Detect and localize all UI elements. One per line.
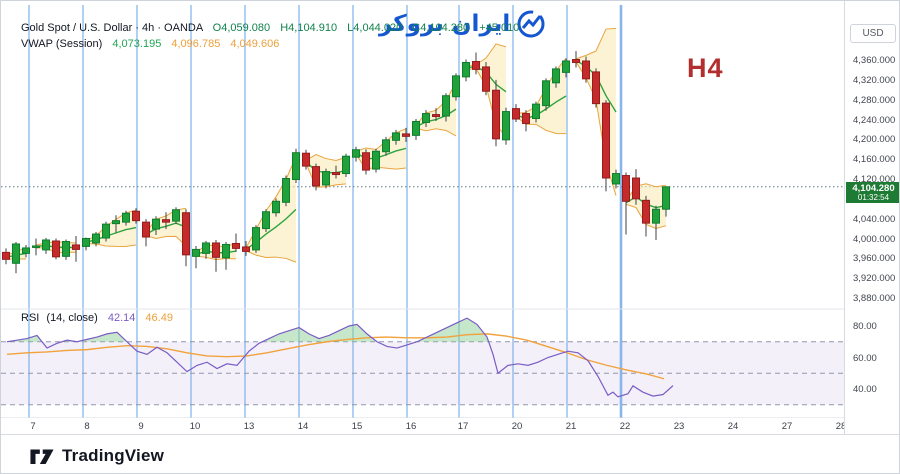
vwap-lower-value: 4,049.606 xyxy=(230,38,280,50)
iranbroker-logo-text: ایران بروکر xyxy=(379,11,511,37)
ohlc-open: O4,059.080 xyxy=(212,22,271,34)
tradingview-logo-text: TradingView xyxy=(62,445,165,465)
price-axis-label: 3,880.000 xyxy=(853,293,896,304)
rsi-legend-row[interactable]: RSI (14, close) 42.14 46.49 xyxy=(21,312,173,324)
price-axis[interactable]: USD 4,104.280 01:32:54 4,360.000 4,320.00… xyxy=(844,1,899,434)
rsi-params: (14, close) xyxy=(46,312,98,324)
time-axis-label: 22 xyxy=(619,421,631,432)
ohlc-close: C4,104.280 xyxy=(412,22,470,34)
rsi-name: RSI xyxy=(21,312,40,324)
rsi-value: 42.14 xyxy=(107,312,136,324)
price-axis-label: 4,280.000 xyxy=(853,94,896,106)
vwap-label: VWAP (Session) xyxy=(21,38,103,50)
rsi-axis-label: 80.00 xyxy=(853,321,877,332)
iranbroker-watermark: ایران بروکر xyxy=(379,9,546,39)
time-axis-label: 16 xyxy=(405,421,417,432)
price-axis-label: 4,040.000 xyxy=(853,213,896,225)
vwap-legend-row[interactable]: VWAP (Session) 4,073.195 4,096.785 4,049… xyxy=(21,38,279,50)
symbol-legend-row[interactable]: Gold Spot / U.S. Dollar · 4h · OANDA O4,… xyxy=(21,22,519,34)
price-axis-label: 4,320.000 xyxy=(853,74,896,86)
time-axis-label: 8 xyxy=(84,421,90,432)
chart-canvas[interactable] xyxy=(1,1,900,434)
time-axis-label: 7 xyxy=(30,421,36,432)
rsi-ma-value: 46.49 xyxy=(145,312,173,324)
tradingview-logo-icon xyxy=(30,449,54,464)
price-axis-label: 4,200.000 xyxy=(853,134,896,146)
ohlc-low: L4,044.020 xyxy=(347,22,403,34)
price-axis-label: 4,240.000 xyxy=(853,114,896,126)
time-axis-label: 10 xyxy=(189,421,201,432)
iranbroker-logo-icon xyxy=(517,10,545,38)
time-axis[interactable]: 7 8 9 10 13 14 15 16 17 20 21 22 23 24 27 28 xyxy=(1,418,847,434)
price-axis-label: 3,920.000 xyxy=(853,273,896,285)
time-axis-label: 23 xyxy=(673,421,685,432)
price-axis-label: 3,960.000 xyxy=(853,253,896,265)
rsi-axis-label: 60.00 xyxy=(853,352,877,364)
time-axis-label: 27 xyxy=(781,421,793,432)
time-axis-label: 13 xyxy=(243,421,255,432)
rsi-axis-label: 40.00 xyxy=(853,384,877,395)
time-axis-label: 24 xyxy=(727,421,739,432)
time-axis-label: 20 xyxy=(511,421,523,432)
vwap-value: 4,073.195 xyxy=(112,38,162,50)
time-axis-label: 14 xyxy=(297,421,309,432)
time-axis-label: 15 xyxy=(351,421,363,432)
price-axis-label: 4,160.000 xyxy=(853,154,896,166)
time-axis-label: 28 xyxy=(835,421,847,432)
h4-text-annotation[interactable]: H4 xyxy=(687,53,724,83)
tradingview-logo[interactable]: TradingView xyxy=(29,445,164,467)
bar-countdown: 01:32:54 xyxy=(857,193,890,203)
currency-button[interactable]: USD xyxy=(850,24,896,43)
vwap-upper-value: 4,096.785 xyxy=(171,38,221,50)
price-axis-label: 4,360.000 xyxy=(853,55,896,66)
time-axis-label: 9 xyxy=(138,421,144,432)
current-price: 4,104.280 xyxy=(852,182,895,194)
ohlc-change: +45.010 xyxy=(479,22,520,34)
time-axis-label: 17 xyxy=(457,421,469,432)
symbol-title: Gold Spot / U.S. Dollar · 4h · OANDA xyxy=(21,22,203,34)
ohlc-high: H4,104.910 xyxy=(280,22,338,34)
current-price-tag: 4,104.280 01:32:54 xyxy=(846,181,899,203)
price-axis-label: 4,000.000 xyxy=(853,233,896,245)
time-axis-label: 21 xyxy=(565,421,577,432)
price-axis-label: 4,120.000 xyxy=(853,174,896,185)
bottom-bar: TradingView xyxy=(1,434,899,473)
